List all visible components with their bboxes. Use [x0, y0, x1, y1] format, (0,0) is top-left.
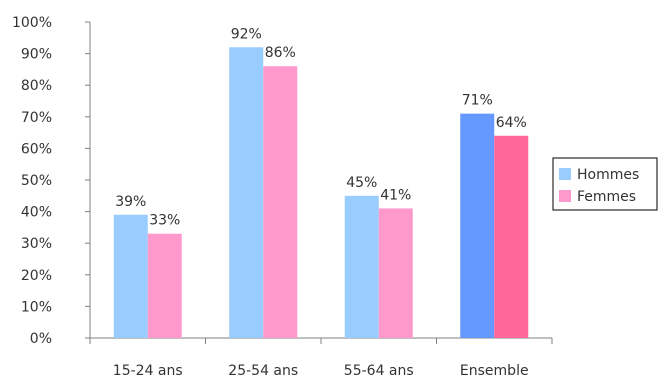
y-tick-label: 60%	[21, 141, 52, 157]
bar-femmes-2	[378, 208, 413, 338]
data-label: 86%	[265, 45, 296, 61]
bar-hommes-0	[113, 214, 148, 338]
bar-femmes-1	[263, 66, 298, 339]
x-category-label: Ensemble	[460, 363, 529, 379]
y-tick-label: 50%	[21, 173, 52, 189]
data-label: 71%	[462, 93, 493, 109]
data-label: 41%	[380, 187, 411, 203]
data-label: 45%	[346, 175, 377, 191]
y-tick-label: 80%	[21, 78, 52, 94]
data-label: 39%	[115, 194, 146, 210]
bar-hommes-1	[229, 47, 264, 338]
legend-swatch-femmes	[559, 190, 571, 202]
y-tick-label: 30%	[21, 236, 52, 252]
x-category-label: 25-54 ans	[228, 363, 298, 379]
legend-label-femmes: Femmes	[577, 189, 636, 205]
y-tick-label: 90%	[21, 47, 52, 63]
y-tick-label: 100%	[12, 15, 52, 31]
y-tick-label: 20%	[21, 268, 52, 284]
y-tick-label: 70%	[21, 110, 52, 126]
x-category-label: 55-64 ans	[344, 363, 414, 379]
data-label: 64%	[496, 115, 527, 131]
bar-hommes-2	[344, 195, 379, 338]
data-label: 92%	[231, 26, 262, 42]
y-tick-label: 40%	[21, 205, 52, 221]
y-tick-label: 0%	[30, 331, 52, 347]
bar-femmes-3	[494, 135, 529, 338]
x-category-label: 15-24 ans	[113, 363, 183, 379]
legend-swatch-hommes	[559, 168, 571, 180]
bar-femmes-0	[147, 233, 182, 338]
data-label: 33%	[149, 213, 180, 229]
legend-label-hommes: Hommes	[577, 167, 639, 183]
y-tick-label: 10%	[21, 299, 52, 315]
bar-hommes-3	[460, 113, 495, 338]
